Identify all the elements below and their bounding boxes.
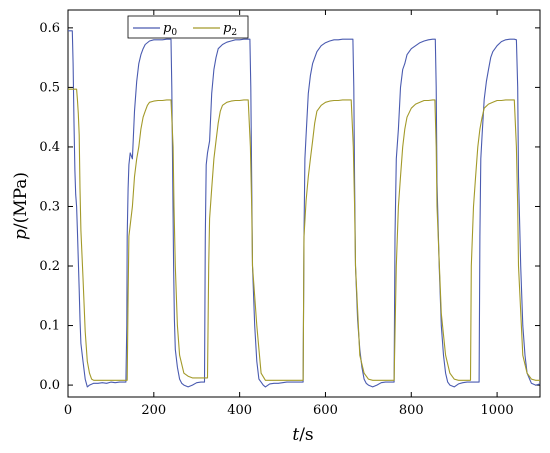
series-layer bbox=[68, 30, 541, 388]
legend-box bbox=[127, 15, 249, 39]
legend-label-p2: p2 bbox=[223, 21, 237, 38]
legend: p0 p2 bbox=[127, 15, 249, 39]
y-tick-label: 0.2 bbox=[39, 259, 60, 274]
y-tick-label: 0.3 bbox=[39, 199, 60, 214]
y-tick-label: 0.1 bbox=[39, 319, 60, 334]
x-tick-label: 800 bbox=[399, 403, 424, 418]
x-axis-ticks: 0 200 400 600 800 1000 bbox=[64, 10, 514, 418]
x-tick-label: 600 bbox=[313, 403, 338, 418]
legend-label-p0: p0 bbox=[163, 21, 177, 38]
y-tick-label: 0.5 bbox=[39, 80, 60, 95]
y-tick-label: 0.6 bbox=[39, 21, 60, 36]
plot-frame bbox=[67, 9, 541, 398]
y-tick-label: 0.0 bbox=[39, 378, 60, 393]
y-axis-ticks: 0.0 0.1 0.2 0.3 0.4 0.5 0.6 bbox=[39, 21, 540, 393]
x-tick-label: 200 bbox=[141, 403, 166, 418]
x-axis-label: t/s bbox=[292, 425, 313, 445]
y-axis-label: p/(MPa) bbox=[11, 172, 31, 240]
x-tick-label: 0 bbox=[64, 403, 72, 418]
x-tick-label: 1000 bbox=[481, 403, 514, 418]
series-line-p2 bbox=[68, 88, 540, 381]
x-tick-label: 400 bbox=[227, 403, 252, 418]
series-line-p0 bbox=[68, 30, 541, 388]
y-tick-label: 0.4 bbox=[39, 140, 60, 155]
